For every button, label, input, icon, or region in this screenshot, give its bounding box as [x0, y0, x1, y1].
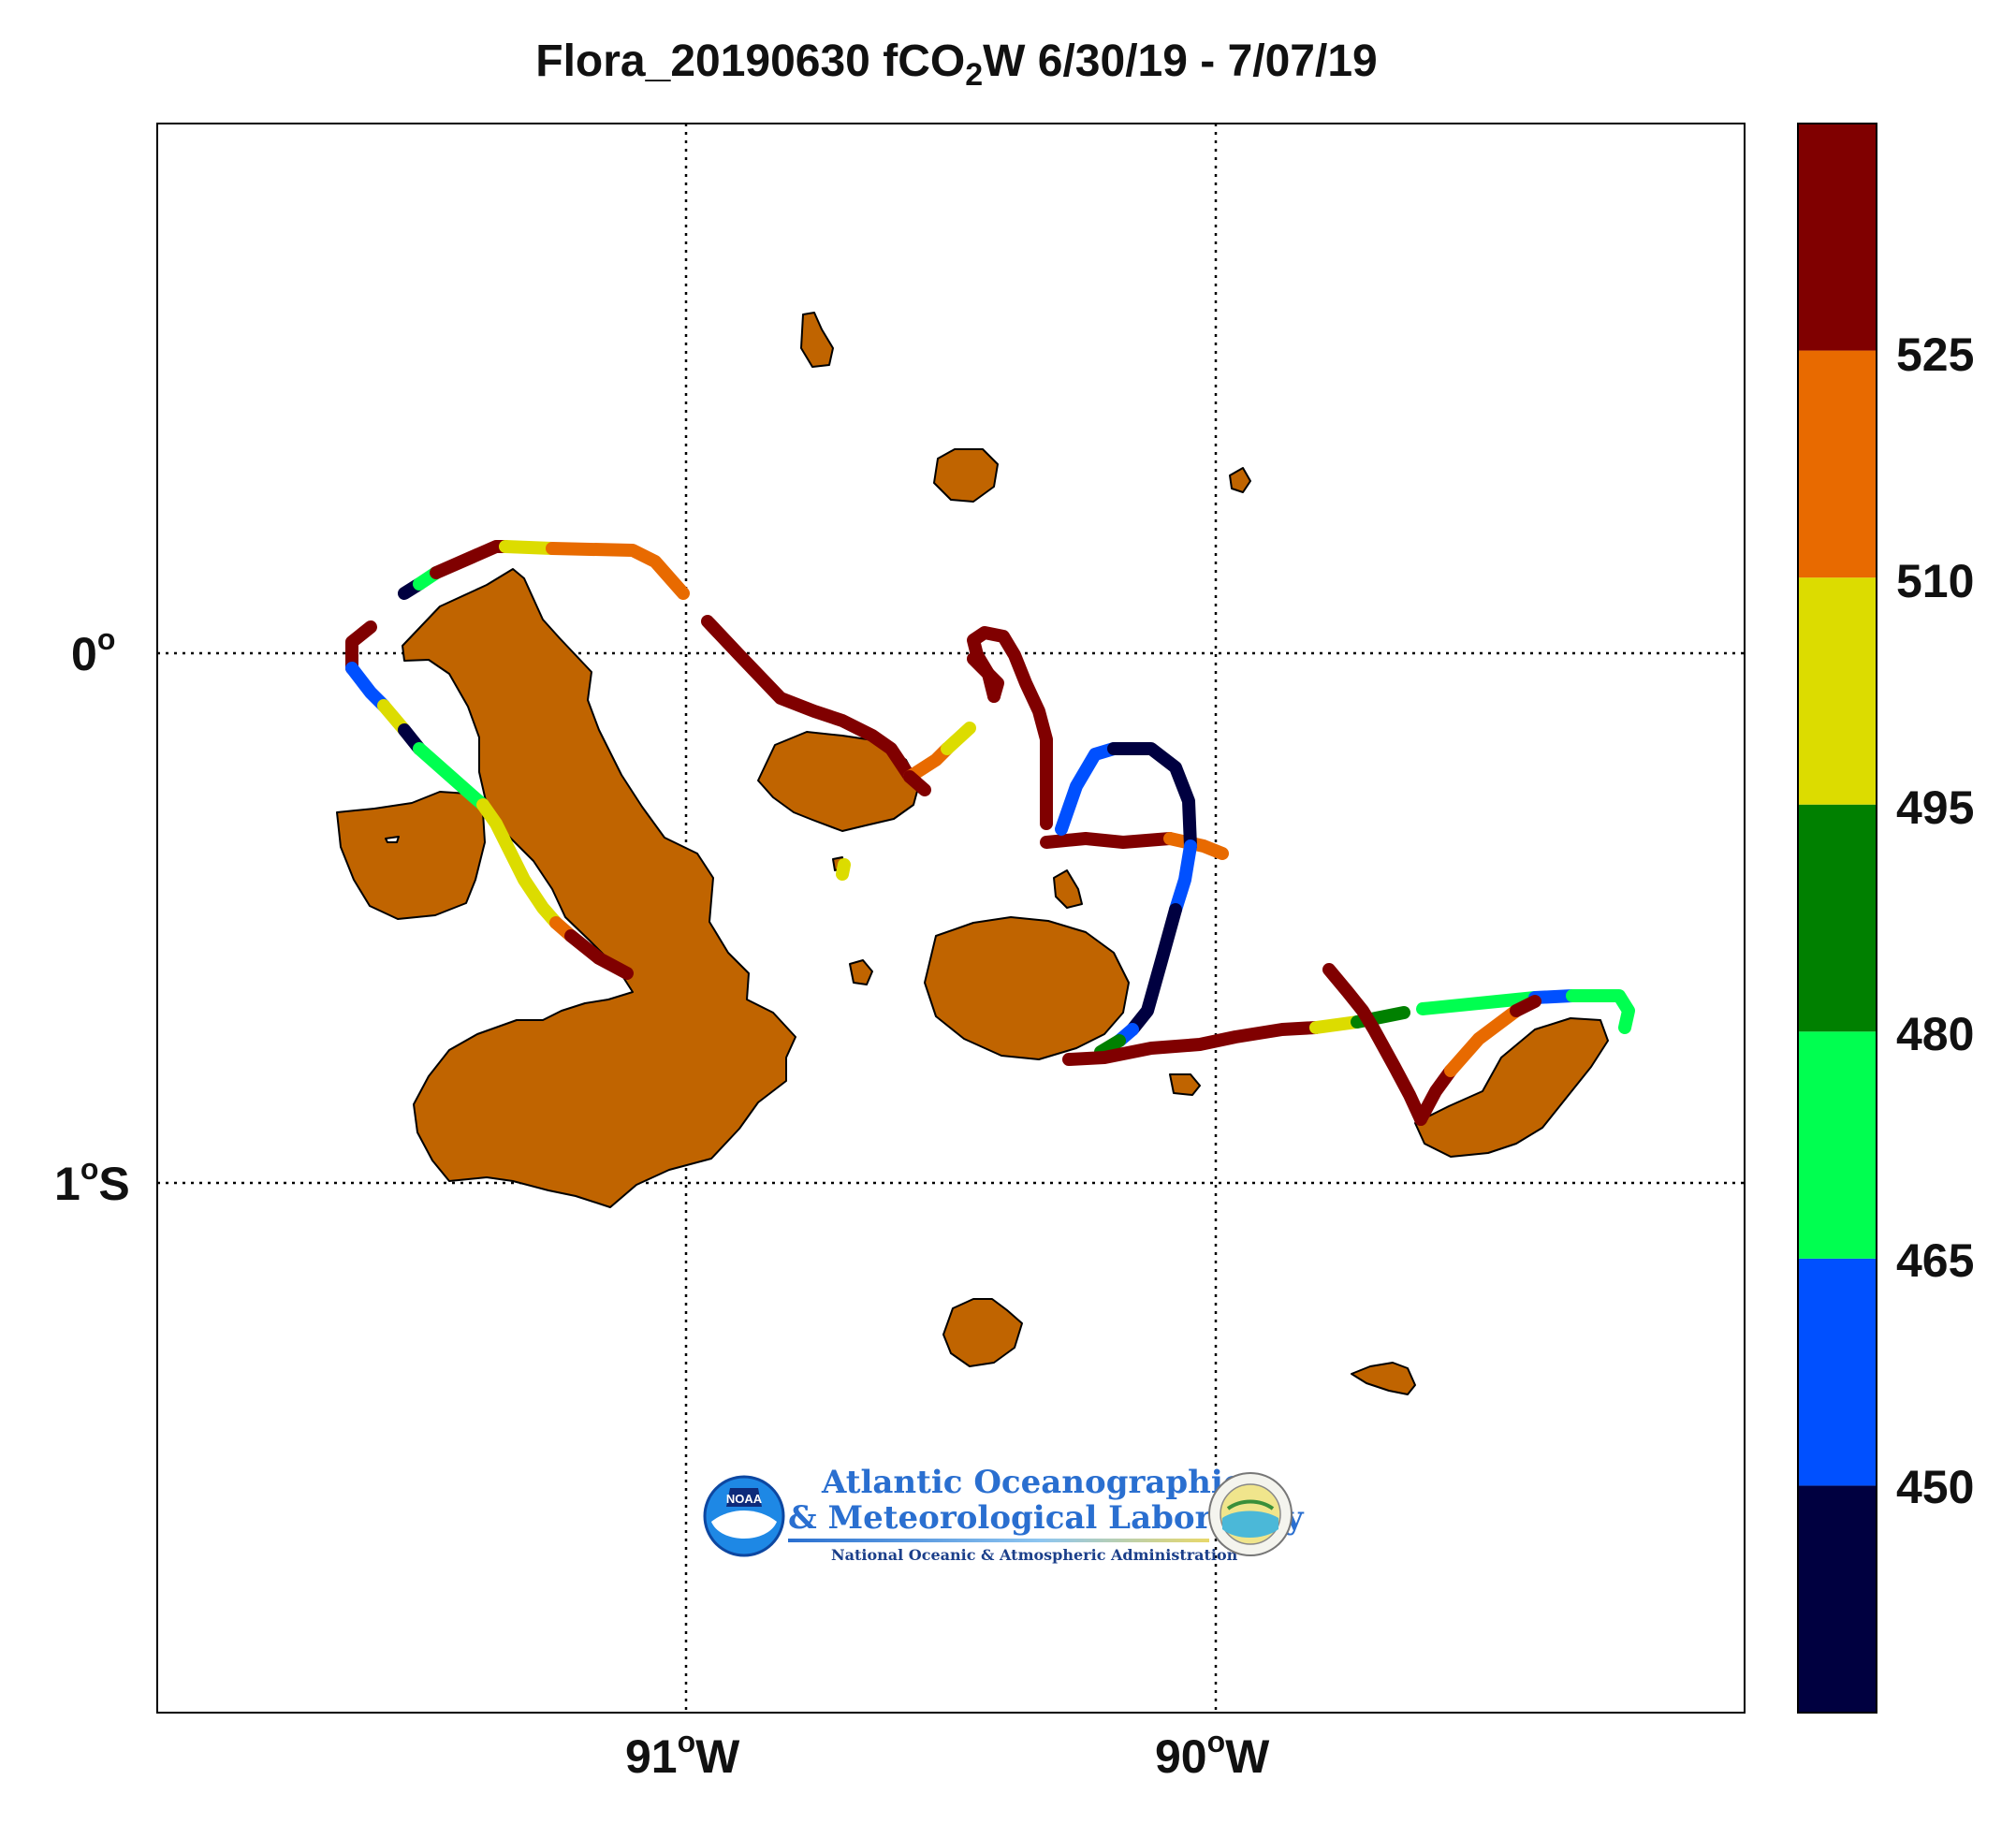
noaa-badge-text: NOAA — [726, 1492, 763, 1506]
colorbar-label-510: 510 — [1896, 555, 1975, 607]
noaa-logo-icon: NOAA — [703, 1475, 785, 1557]
lat-label-1s: 1oS — [54, 1152, 130, 1210]
island-san-cristobal — [1414, 1017, 1609, 1158]
lon-label-90w: 90oW — [1155, 1725, 1270, 1783]
island-floreana — [942, 1298, 1023, 1367]
map-title: Flora_20190630 fCO2W 6/30/19 - 7/07/19 — [535, 36, 1378, 93]
island-fernandina-lake — [385, 836, 400, 843]
track-segment — [1107, 742, 1197, 853]
track-segment — [836, 858, 851, 881]
island-santa-cruz — [924, 916, 1130, 1060]
track-segment — [1309, 1015, 1364, 1034]
islands — [336, 312, 1609, 1395]
track-segment — [903, 770, 931, 796]
colorbar-band — [1798, 577, 1877, 805]
track-segment — [1040, 832, 1176, 849]
track-segment — [967, 652, 1004, 703]
lon-label-91w: 91oW — [625, 1725, 740, 1783]
aoml-seal-icon — [1208, 1472, 1293, 1556]
island-pinta — [800, 312, 834, 368]
track-segment — [1416, 991, 1541, 1015]
track-segment — [564, 929, 634, 980]
colorbar-label-465: 465 — [1896, 1234, 1975, 1287]
track-segment — [413, 742, 489, 811]
island-pinzon — [849, 959, 873, 985]
island-santiago — [757, 731, 920, 832]
track-segment — [1094, 1034, 1126, 1058]
track-segment — [701, 615, 916, 783]
track-segment — [499, 540, 559, 555]
aoml-logo: NOAA Atlantic Oceanographic & Meteorolog… — [702, 1460, 1304, 1572]
logo-line-1: Atlantic Oceanographic — [822, 1464, 1243, 1501]
track-segment — [1055, 742, 1120, 836]
track-segment — [1322, 963, 1427, 1126]
plot-frame — [156, 123, 1746, 1714]
island-fernandina — [336, 791, 486, 920]
track-segment — [345, 620, 377, 675]
track-segment — [1169, 839, 1197, 916]
logo-line-3: National Oceanic & Atmospheric Administr… — [831, 1546, 1238, 1564]
colorbar-band — [1798, 350, 1877, 578]
island-espanola — [1351, 1362, 1416, 1395]
track-segment — [1163, 832, 1229, 860]
colorbar-label-525: 525 — [1896, 328, 1975, 381]
island-santa-fe — [1169, 1073, 1201, 1096]
track-segment — [1414, 1064, 1457, 1126]
colorbar-band — [1798, 124, 1877, 351]
island-isabela — [402, 568, 796, 1208]
logo-rule — [788, 1539, 1209, 1542]
island-baltra — [1053, 869, 1083, 909]
track-segment — [1062, 1021, 1322, 1066]
track-segment — [1444, 1004, 1523, 1077]
colorbar-frame — [1797, 123, 1877, 1714]
colorbar-band — [1798, 804, 1877, 1032]
colorbar-band — [1798, 1485, 1877, 1713]
track-segment — [476, 798, 562, 929]
colorbar-label-480: 480 — [1896, 1008, 1975, 1060]
track-segment — [941, 722, 976, 755]
colorbar-band — [1798, 1258, 1877, 1486]
track-segment — [1510, 995, 1541, 1017]
colorbar-label-495: 495 — [1896, 781, 1975, 834]
island-genovesa — [1229, 467, 1251, 493]
lat-label-0: 0o — [71, 622, 116, 680]
track-segment — [1566, 989, 1635, 1034]
track-segment — [546, 542, 690, 600]
colorbar-band — [1798, 1031, 1877, 1259]
colorbar-label-450: 450 — [1896, 1461, 1975, 1513]
cruise-track — [345, 540, 1635, 1126]
island-marchena — [933, 448, 999, 503]
track-segment — [1126, 903, 1182, 1036]
colorbar — [1797, 123, 1877, 1714]
